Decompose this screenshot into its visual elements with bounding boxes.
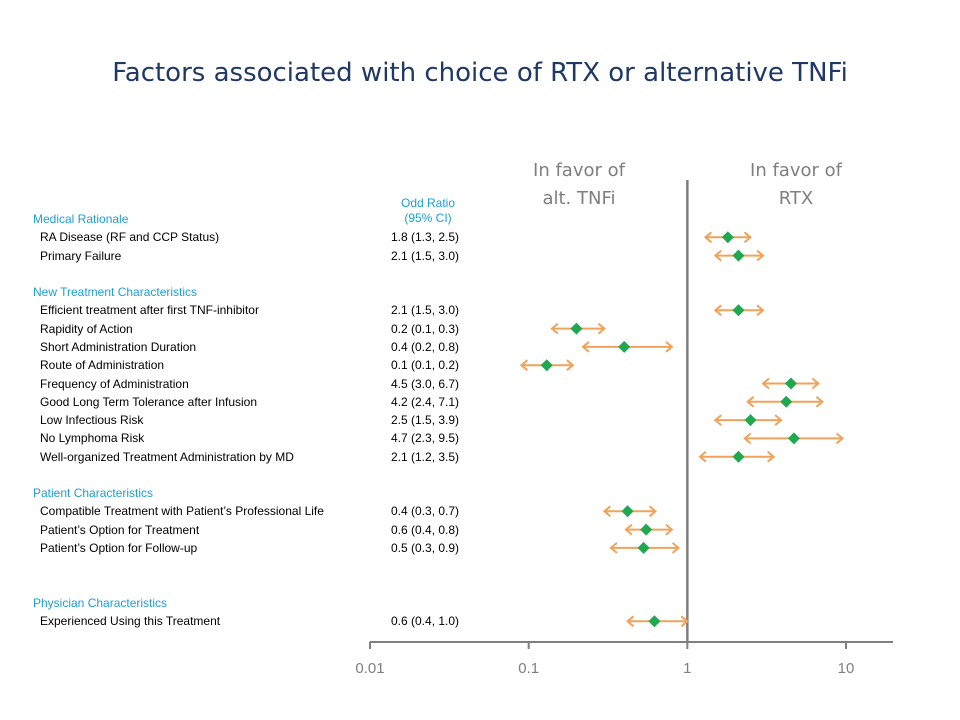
ci-arrow-right bbox=[648, 505, 658, 518]
favor-rtx-line1: In favor of bbox=[750, 160, 842, 181]
row-label: Compatible Treatment with Patient’s Prof… bbox=[40, 504, 324, 519]
odds-ratio-point bbox=[570, 322, 583, 335]
x-tick-label: 0.01 bbox=[355, 660, 384, 677]
ci-arrow-right bbox=[767, 450, 776, 463]
odds-ratio-header-line1: Odd Ratio bbox=[400, 196, 456, 210]
favor-alt-tnfi-line2: alt. TNFi bbox=[542, 188, 616, 209]
row-label: Patient’s Option for Follow-up bbox=[40, 540, 198, 555]
ci-arrow-right bbox=[743, 231, 753, 244]
odds-ratio-value: 0.4 (0.2, 0.8) bbox=[391, 339, 460, 354]
favor-rtx-line2: RTX bbox=[778, 188, 814, 209]
ci-arrow-left bbox=[602, 505, 612, 518]
odds-ratio-point bbox=[744, 414, 757, 427]
odds-ratio-value: 0.2 (0.1, 0.3) bbox=[391, 321, 460, 336]
row-label: Good Long Term Tolerance after Infusion bbox=[40, 394, 258, 409]
row-label: Experienced Using this Treatment bbox=[40, 614, 221, 629]
row-label: Short Administration Duration bbox=[40, 339, 197, 354]
ci-arrow-left bbox=[581, 341, 590, 353]
section-header: Patient Characteristics bbox=[33, 486, 154, 500]
favor-alt-tnfi-label: In favor of alt. TNFi bbox=[509, 157, 649, 213]
odds-ratio-point bbox=[640, 523, 653, 536]
odds-ratio-header-line2: (95% CI) bbox=[404, 211, 452, 225]
ci-arrow-left bbox=[761, 377, 770, 390]
ci-arrow-right bbox=[756, 249, 765, 262]
odds-ratio-point bbox=[784, 377, 797, 390]
ci-arrow-left bbox=[550, 322, 559, 335]
ci-arrow-right bbox=[774, 414, 783, 426]
odds-ratio-point bbox=[721, 231, 734, 244]
ci-arrow-right bbox=[811, 377, 820, 390]
odds-ratio-point bbox=[780, 395, 793, 408]
odds-ratio-value: 0.5 (0.3, 0.9) bbox=[391, 540, 460, 555]
odds-ratio-point bbox=[621, 505, 634, 518]
ci-arrow-right bbox=[671, 542, 681, 554]
ci-arrow-left bbox=[698, 450, 707, 463]
ci-arrow-right bbox=[835, 432, 845, 445]
odds-ratio-value: 2.1 (1.5, 3.0) bbox=[391, 248, 460, 263]
favor-rtx-label: In favor of RTX bbox=[726, 157, 866, 213]
row-label: Low Infectious Risk bbox=[40, 413, 144, 428]
ci-arrow-left bbox=[743, 432, 752, 445]
ci-arrow-right bbox=[756, 304, 765, 317]
row-label: Patient’s Option for Treatment bbox=[40, 522, 200, 537]
section-header: Medical Rationale bbox=[33, 212, 129, 226]
ci-arrow-left bbox=[609, 542, 618, 554]
odds-ratio-header: Odd Ratio (95% CI) bbox=[383, 196, 473, 226]
odds-ratio-point bbox=[732, 304, 745, 317]
ci-arrow-left bbox=[624, 523, 633, 536]
odds-ratio-value: 4.7 (2.3, 9.5) bbox=[391, 431, 460, 446]
odds-ratio-value: 4.5 (3.0, 6.7) bbox=[391, 376, 460, 391]
odds-ratio-value: 4.2 (2.4, 7.1) bbox=[391, 394, 460, 409]
ci-arrow-right bbox=[665, 523, 674, 536]
odds-ratio-value: 0.6 (0.4, 0.8) bbox=[391, 522, 460, 537]
odds-ratio-point bbox=[732, 450, 745, 463]
row-label: Primary Failure bbox=[40, 248, 122, 263]
odds-ratio-value: 0.1 (0.1, 0.2) bbox=[391, 358, 460, 373]
row-label: Well-organized Treatment Administration … bbox=[40, 449, 294, 464]
ci-arrow-left bbox=[713, 304, 722, 317]
ci-arrow-right bbox=[815, 396, 824, 408]
odds-ratio-value: 0.6 (0.4, 1.0) bbox=[391, 614, 460, 629]
odds-ratio-point bbox=[787, 432, 800, 445]
row-label: No Lymphoma Risk bbox=[40, 431, 145, 446]
odds-ratio-value: 2.5 (1.5, 3.9) bbox=[391, 413, 460, 428]
x-tick-label: 10 bbox=[838, 660, 855, 677]
odds-ratio-point bbox=[732, 249, 745, 262]
odds-ratio-value: 2.1 (1.2, 3.5) bbox=[391, 449, 460, 464]
x-tick-label: 1 bbox=[683, 660, 691, 677]
ci-arrow-left bbox=[625, 615, 635, 628]
ci-arrow-left bbox=[519, 359, 529, 371]
odds-ratio-value: 2.1 (1.5, 3.0) bbox=[391, 303, 460, 318]
row-label: Route of Administration bbox=[40, 358, 165, 373]
odds-ratio-point bbox=[648, 615, 661, 628]
ci-arrow-left bbox=[703, 231, 713, 244]
row-label: Frequency of Administration bbox=[40, 376, 189, 391]
odds-ratio-value: 1.8 (1.3, 2.5) bbox=[391, 230, 460, 245]
ci-arrow-right bbox=[597, 322, 606, 335]
odds-ratio-point bbox=[540, 359, 553, 372]
row-label: RA Disease (RF and CCP Status) bbox=[40, 230, 220, 245]
section-header: Physician Characteristics bbox=[33, 596, 168, 610]
chart-title: Factors associated with choice of RTX or… bbox=[112, 58, 848, 88]
ci-arrow-left bbox=[713, 414, 722, 426]
row-label: Rapidity of Action bbox=[40, 321, 133, 336]
odds-ratio-point bbox=[637, 541, 650, 554]
ci-arrow-right bbox=[680, 615, 689, 628]
favor-alt-tnfi-line1: In favor of bbox=[533, 160, 625, 181]
ci-arrow-right bbox=[566, 359, 575, 371]
ci-arrow-left bbox=[713, 249, 722, 262]
x-tick-label: 0.1 bbox=[518, 660, 539, 677]
section-header: New Treatment Characteristics bbox=[33, 285, 198, 299]
ci-arrow-left bbox=[746, 396, 755, 408]
ci-arrow-right bbox=[665, 341, 674, 353]
odds-ratio-point bbox=[618, 340, 631, 353]
row-label: Efficient treatment after first TNF-inhi… bbox=[40, 303, 259, 318]
odds-ratio-value: 0.4 (0.3, 0.7) bbox=[391, 504, 460, 519]
